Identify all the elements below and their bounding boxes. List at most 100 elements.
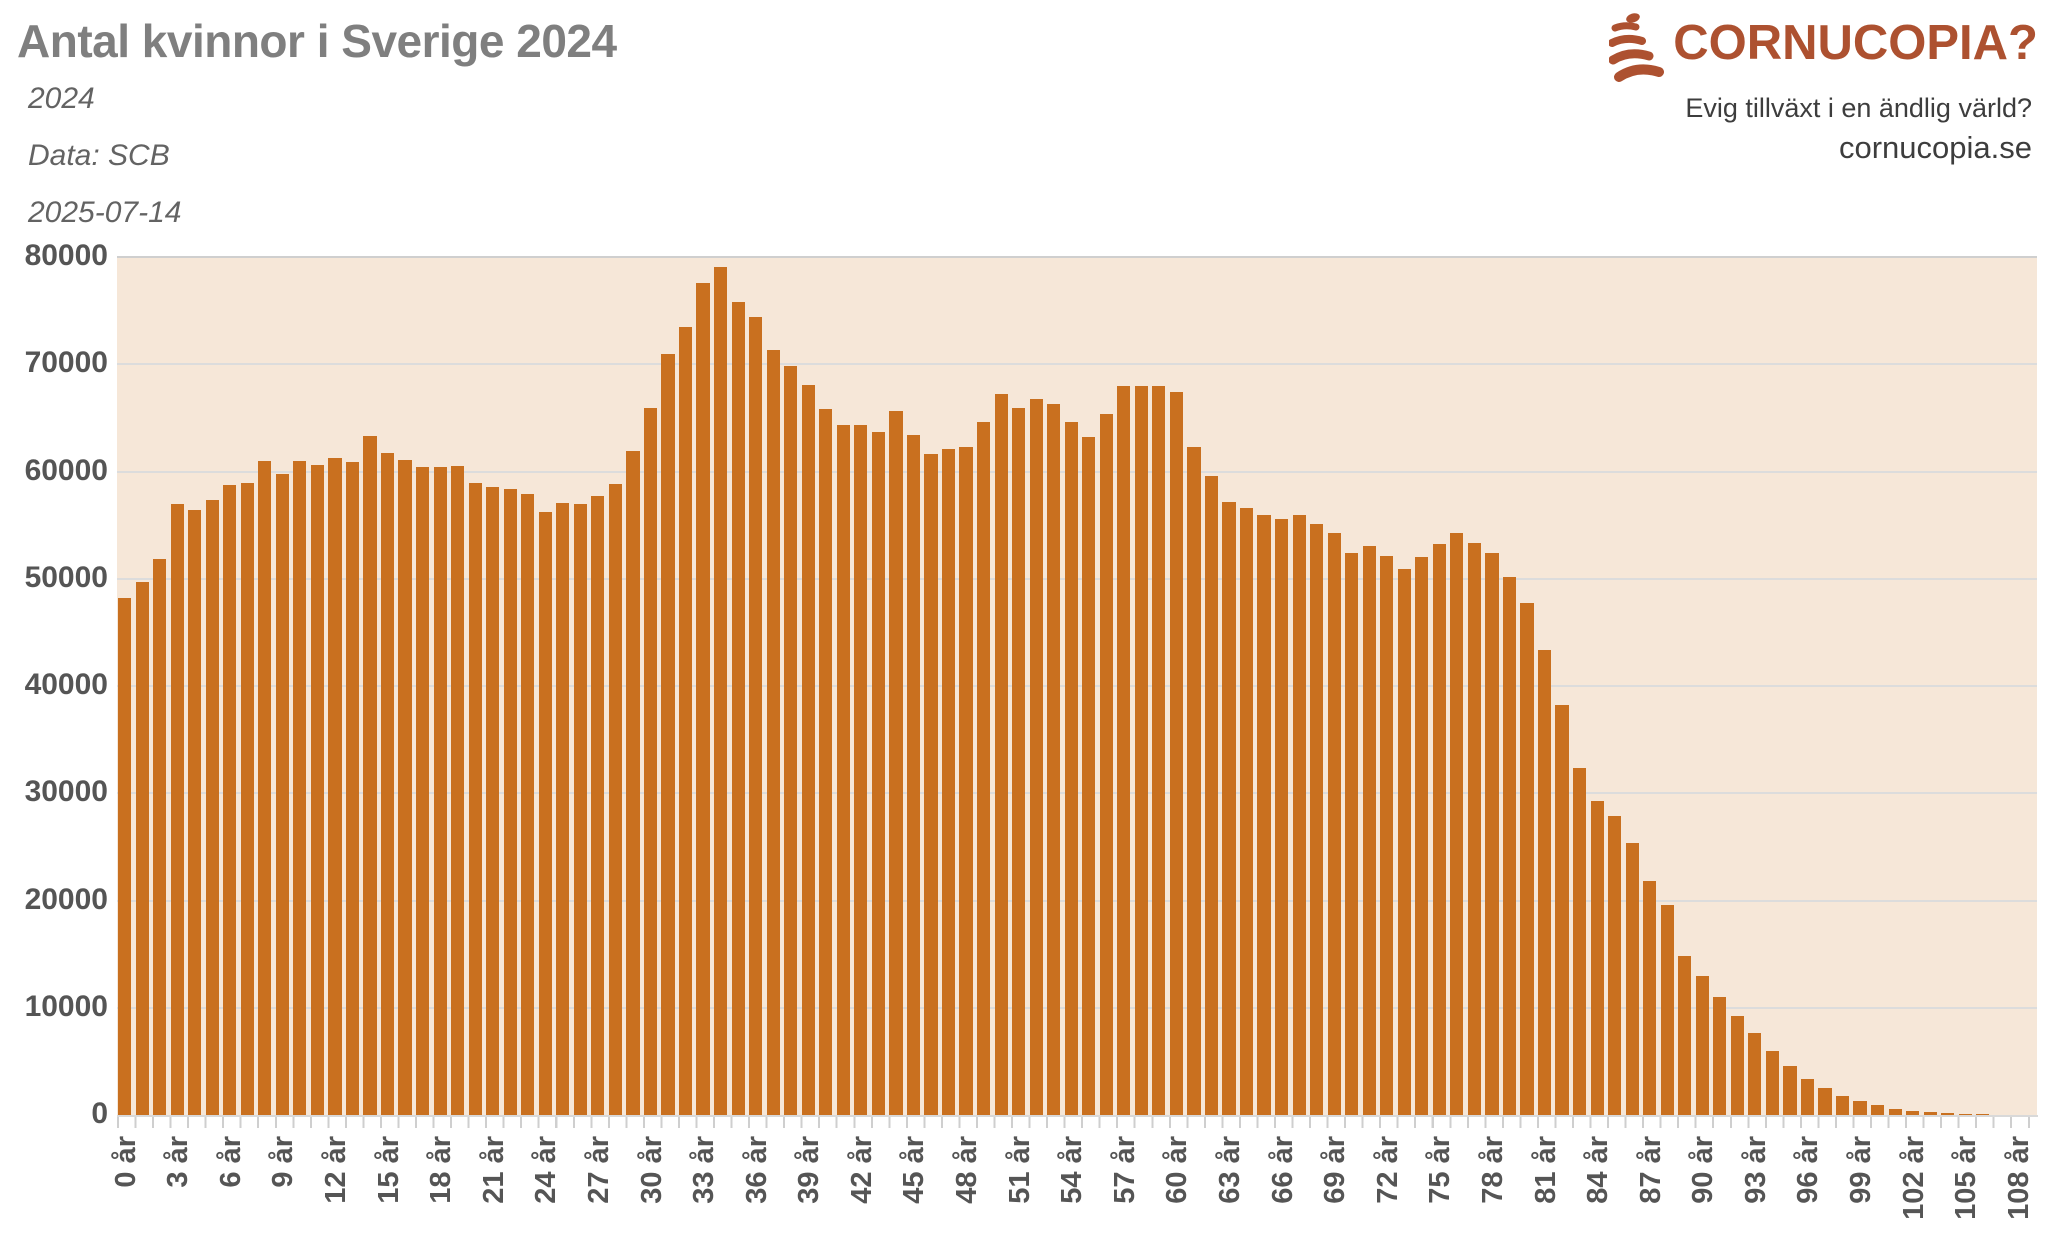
bar-age-53	[1047, 403, 1061, 1115]
bar-age-4	[188, 510, 202, 1115]
bar-age-83	[1572, 767, 1587, 1115]
bar-age-69	[1327, 532, 1341, 1115]
bar-age-59	[1152, 385, 1166, 1115]
bar-age-57	[1117, 385, 1131, 1115]
bar-age-71	[1362, 545, 1376, 1115]
bar-age-90	[1695, 975, 1709, 1115]
x-axis-label-33: 33 år	[688, 1136, 721, 1204]
bar-age-73	[1397, 569, 1411, 1115]
bar-age-77	[1467, 543, 1481, 1115]
bar-age-20	[468, 483, 482, 1115]
bar-age-8	[258, 460, 272, 1115]
x-axis-label-48: 48 år	[951, 1136, 984, 1204]
x-axis-label-42: 42 år	[845, 1136, 878, 1204]
bar-age-36	[749, 317, 763, 1115]
bar-age-38	[784, 366, 798, 1115]
x-axis-label-60: 60 år	[1161, 1136, 1194, 1204]
bar-age-52	[1029, 398, 1043, 1115]
x-axis-label-84: 84 år	[1582, 1136, 1615, 1204]
x-axis-ticks	[117, 1115, 2038, 1128]
bar-age-15	[380, 453, 395, 1115]
bar-age-56	[1099, 413, 1113, 1115]
bar-age-61	[1187, 446, 1201, 1115]
x-axis-label-105: 105 år	[1950, 1136, 1983, 1220]
x-axis-label-30: 30 år	[635, 1136, 668, 1204]
bar-age-93	[1748, 1033, 1762, 1115]
x-axis-label-57: 57 år	[1108, 1136, 1141, 1204]
bar-age-0	[118, 598, 132, 1115]
x-axis-label-27: 27 år	[582, 1136, 615, 1204]
bar-age-30	[643, 408, 658, 1115]
x-axis-label-96: 96 år	[1792, 1136, 1825, 1204]
bar-age-18	[433, 467, 447, 1115]
x-axis-label-78: 78 år	[1476, 1136, 1509, 1204]
bar-age-75	[1432, 544, 1446, 1115]
bar-age-70	[1345, 553, 1359, 1115]
bar-age-7	[240, 483, 254, 1115]
logo-tagline: Evig tillväxt i en ändlig värld?	[1685, 93, 2032, 123]
bar-age-92	[1730, 1016, 1744, 1115]
bar-age-102	[1906, 1110, 1920, 1115]
bar-age-76	[1450, 532, 1464, 1115]
y-axis-label-10000: 10000	[24, 989, 108, 1023]
bar-age-88	[1660, 904, 1674, 1115]
bar-age-79	[1502, 576, 1517, 1115]
x-axis-label-9: 9 år	[267, 1136, 300, 1188]
x-axis-label-93: 93 år	[1739, 1136, 1772, 1204]
x-axis-label-18: 18 år	[425, 1136, 458, 1204]
bar-age-11	[310, 465, 325, 1115]
x-axis-label-75: 75 år	[1424, 1136, 1457, 1204]
bar-age-85	[1608, 815, 1622, 1115]
bar-age-64	[1239, 507, 1254, 1115]
bar-age-82	[1555, 705, 1569, 1115]
bar-age-100	[1871, 1105, 1885, 1115]
bar-age-35	[731, 302, 745, 1115]
subtitle-year: 2024	[28, 82, 95, 115]
y-axis-label-0: 0	[91, 1097, 108, 1130]
page-title: Antal kvinnor i Sverige 2024	[17, 15, 617, 67]
x-axis-label-87: 87 år	[1634, 1136, 1667, 1204]
x-axis-label-21: 21 år	[477, 1136, 510, 1204]
y-axis-label-60000: 60000	[24, 453, 108, 487]
x-axis-label-3: 3 år	[162, 1136, 195, 1188]
bar-age-42	[854, 425, 868, 1115]
bar-age-22	[503, 488, 517, 1115]
bar-age-58	[1134, 385, 1148, 1115]
bar-age-101	[1888, 1108, 1902, 1115]
bar-age-60	[1169, 392, 1183, 1115]
bar-age-29	[626, 451, 640, 1115]
bar-age-72	[1380, 556, 1394, 1115]
logo-website: cornucopia.se	[1838, 130, 2032, 165]
bar-age-44	[889, 411, 903, 1115]
bar-age-74	[1415, 557, 1429, 1115]
bar-age-103	[1923, 1112, 1937, 1115]
x-axis-label-69: 69 år	[1319, 1136, 1352, 1204]
bar-age-12	[328, 457, 342, 1115]
cornucopia-horn-icon	[1608, 12, 1671, 91]
bar-age-32	[678, 326, 693, 1115]
y-axis-label-50000: 50000	[24, 560, 108, 594]
bar-age-46	[924, 454, 938, 1115]
bar-age-50	[994, 394, 1008, 1115]
bar-age-37	[766, 350, 780, 1115]
bar-age-67	[1292, 515, 1306, 1115]
branding-block: CORNUCOPIA? Evig tillväxt i en ändlig vä…	[1478, 8, 2038, 166]
bar-age-6	[223, 485, 237, 1115]
bar-age-26	[573, 503, 587, 1115]
bar-age-54	[1064, 422, 1078, 1115]
bar-age-86	[1625, 842, 1639, 1115]
y-axis-label-30000: 30000	[24, 775, 108, 809]
x-axis-label-72: 72 år	[1371, 1136, 1404, 1204]
bar-age-28	[608, 484, 623, 1115]
x-axis-label-0: 0 år	[109, 1136, 142, 1188]
bar-age-19	[451, 466, 465, 1115]
x-axis-label-63: 63 år	[1213, 1136, 1246, 1204]
bar-age-5	[205, 500, 219, 1115]
y-axis-label-70000: 70000	[24, 346, 108, 380]
x-axis-label-51: 51 år	[1003, 1136, 1036, 1204]
bar-age-51	[1012, 408, 1026, 1115]
subtitle-source: Data: SCB	[28, 139, 170, 172]
bar-age-63	[1222, 501, 1236, 1115]
bar-age-105	[1958, 1114, 1972, 1115]
subtitle-date: 2025-07-14	[28, 196, 182, 229]
